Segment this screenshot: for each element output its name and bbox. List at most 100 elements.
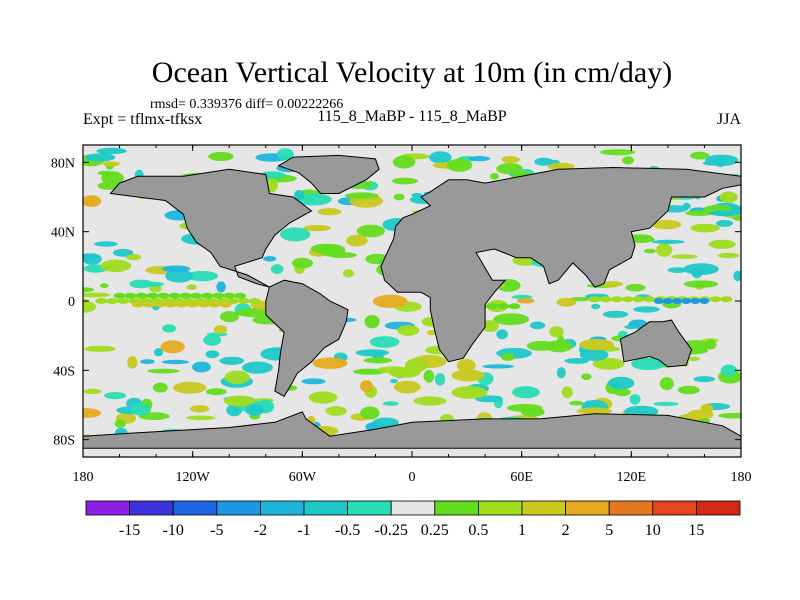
velocity-cell bbox=[95, 298, 108, 304]
velocity-cell bbox=[690, 223, 720, 233]
velocity-cell bbox=[719, 191, 738, 203]
colorbar-box bbox=[259, 500, 305, 516]
velocity-cell bbox=[223, 292, 236, 299]
velocity-cell bbox=[102, 161, 121, 167]
velocity-cell bbox=[117, 298, 130, 304]
velocity-cell bbox=[588, 296, 601, 303]
velocity-cell bbox=[219, 301, 232, 308]
velocity-cell bbox=[280, 227, 311, 242]
velocity-cell bbox=[186, 415, 216, 421]
velocity-cell bbox=[486, 303, 499, 310]
velocity-cell bbox=[451, 386, 488, 399]
velocity-cell bbox=[687, 356, 700, 361]
velocity-cell bbox=[376, 366, 411, 374]
velocity-cell bbox=[392, 155, 416, 169]
velocity-cell bbox=[629, 394, 641, 405]
velocity-cell bbox=[124, 292, 137, 299]
y-tick-label: 80N bbox=[51, 156, 75, 171]
velocity-cell bbox=[301, 378, 326, 385]
velocity-cell bbox=[500, 352, 515, 361]
velocity-cell bbox=[186, 301, 199, 308]
velocity-cell bbox=[242, 361, 273, 374]
velocity-cell bbox=[147, 368, 180, 374]
velocity-cell bbox=[511, 294, 533, 300]
x-tick-label: 180 bbox=[73, 470, 94, 485]
velocity-cell bbox=[677, 385, 700, 395]
x-tick-label: 0 bbox=[409, 470, 416, 485]
colorbar-label: 0.5 bbox=[468, 522, 488, 539]
velocity-cell bbox=[130, 403, 151, 416]
velocity-cell bbox=[468, 156, 491, 162]
velocity-cell bbox=[141, 281, 164, 287]
velocity-cell bbox=[295, 193, 332, 206]
velocity-cell bbox=[346, 234, 368, 247]
velocity-cell bbox=[690, 151, 710, 160]
colorbar-box bbox=[477, 500, 523, 516]
velocity-cell bbox=[389, 379, 398, 384]
velocity-cell bbox=[224, 370, 250, 384]
velocity-cell bbox=[157, 292, 170, 299]
velocity-cell bbox=[690, 298, 701, 304]
velocity-cell bbox=[624, 324, 638, 330]
velocity-cell bbox=[451, 369, 485, 382]
land-greenland bbox=[277, 154, 380, 194]
velocity-cell bbox=[526, 340, 556, 351]
velocity-cell bbox=[651, 239, 685, 244]
velocity-cell bbox=[142, 301, 155, 308]
velocity-cell bbox=[393, 380, 421, 394]
velocity-cell bbox=[512, 386, 540, 399]
y-tick-label: 80S bbox=[53, 434, 75, 449]
velocity-cell bbox=[312, 357, 348, 369]
velocity-cell bbox=[496, 329, 508, 340]
velocity-cell bbox=[434, 373, 446, 386]
velocity-cell bbox=[733, 215, 741, 221]
velocity-cell bbox=[720, 296, 733, 303]
velocity-cell bbox=[127, 355, 138, 369]
velocity-cell bbox=[715, 219, 734, 227]
velocity-cell bbox=[516, 298, 535, 304]
velocity-cell bbox=[643, 296, 656, 303]
velocity-cell bbox=[429, 151, 452, 164]
velocity-cell bbox=[599, 281, 623, 287]
velocity-cell bbox=[113, 292, 126, 299]
velocity-cell bbox=[220, 311, 239, 323]
velocity-cell bbox=[113, 248, 134, 257]
velocity-cell bbox=[591, 303, 601, 310]
velocity-cell bbox=[363, 357, 393, 364]
velocity-cell bbox=[621, 296, 634, 303]
velocity-cell bbox=[343, 269, 354, 278]
velocity-cell bbox=[643, 248, 656, 254]
velocity-cell bbox=[83, 195, 102, 207]
colorbar-box bbox=[347, 500, 392, 516]
velocity-cell bbox=[100, 283, 109, 289]
y-tick-label: 40S bbox=[53, 364, 75, 379]
velocity-cell bbox=[216, 281, 226, 293]
velocity-cell bbox=[277, 148, 294, 161]
land-australia bbox=[619, 319, 693, 368]
colorbar-box bbox=[85, 500, 130, 516]
y-tick-label: 0 bbox=[68, 295, 75, 310]
velocity-cell bbox=[569, 400, 584, 406]
velocity-cell bbox=[720, 364, 738, 377]
velocity-cell bbox=[263, 255, 277, 262]
velocity-cell bbox=[208, 151, 234, 162]
season-label: JJA bbox=[717, 111, 741, 128]
y-tick-label: 40N bbox=[51, 226, 75, 241]
colorbar-label: -10 bbox=[163, 522, 184, 539]
velocity-cell bbox=[534, 157, 554, 166]
velocity-cell bbox=[153, 348, 164, 357]
colorbar-label: -15 bbox=[119, 522, 140, 539]
x-axis: 180 120W 60W 0 60E 120E 180 bbox=[73, 145, 752, 485]
velocity-cell bbox=[364, 314, 380, 329]
velocity-cell bbox=[659, 377, 674, 391]
colorbar-box bbox=[696, 500, 741, 516]
velocity-cell bbox=[291, 257, 314, 269]
land-antarctica bbox=[83, 411, 741, 449]
velocity-cell bbox=[161, 265, 191, 273]
velocity-cell bbox=[581, 373, 592, 380]
velocity-cell bbox=[608, 376, 635, 390]
velocity-cell bbox=[294, 189, 305, 201]
velocity-cell bbox=[556, 335, 565, 349]
colorbar-label: 15 bbox=[688, 522, 704, 539]
velocity-cell bbox=[393, 193, 405, 201]
